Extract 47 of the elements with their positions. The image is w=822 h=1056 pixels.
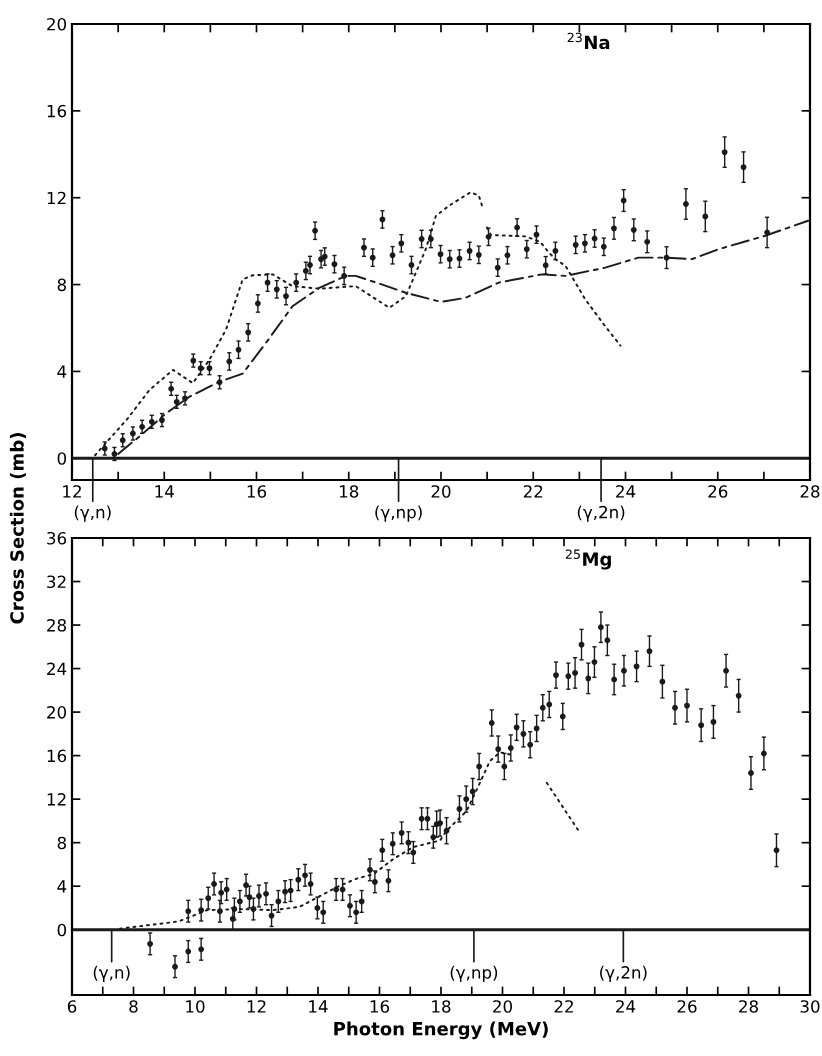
y-tick-label: 20 — [47, 17, 67, 31]
annotation: (γ,n) — [74, 505, 111, 522]
y-tick-label: 20 — [47, 706, 67, 719]
y-tick-label: 12 — [47, 191, 66, 205]
x-tick-label: 16 — [247, 485, 267, 498]
y-axis-title: Cross Section (mb) — [9, 433, 26, 624]
x-tick-label: 12 — [247, 1000, 266, 1013]
x-tick-label: 14 — [155, 485, 174, 498]
annotation: (γ,np) — [450, 965, 498, 982]
x-tick-label: 18 — [339, 485, 359, 498]
x-tick-label: 8 — [129, 1000, 138, 1013]
x-tick-label: 22 — [523, 485, 543, 498]
x-tick-label: 26 — [677, 1000, 697, 1013]
x-tick-label: 18 — [432, 1000, 451, 1013]
x-tick-label: 24 — [616, 485, 636, 498]
y-tick-label: 12 — [47, 793, 66, 806]
y-tick-label: 8 — [57, 836, 66, 850]
y-tick-label: 8 — [57, 278, 66, 292]
x-tick-label: 6 — [67, 1000, 77, 1013]
y-tick-label: 32 — [47, 575, 66, 589]
y-tick-label: 28 — [47, 619, 66, 632]
y-tick-label: 16 — [47, 749, 67, 763]
y-tick-label: 36 — [47, 531, 67, 545]
y-tick-label: 4 — [57, 365, 67, 378]
x-tick-label: 10 — [186, 1000, 205, 1013]
y-tick-label: 0 — [57, 452, 67, 465]
y-tick-label: 4 — [57, 880, 67, 893]
x-tick-label: 28 — [739, 1000, 758, 1013]
y-tick-label: 16 — [47, 104, 67, 118]
x-tick-label: 26 — [708, 485, 728, 498]
annotation: (γ,2n) — [577, 505, 625, 522]
x-tick-label: 22 — [554, 1000, 573, 1013]
x-tick-label: 30 — [800, 1000, 820, 1013]
y-tick-label: 0 — [57, 923, 67, 937]
x-tick-label: 16 — [370, 1000, 390, 1013]
x-tick-label: 20 — [493, 1000, 512, 1013]
text: $^{25}$Mg — [565, 549, 611, 570]
x-tick-label: 20 — [431, 485, 451, 498]
annotation: (γ,np) — [375, 505, 422, 522]
annotation: (γ,n) — [93, 965, 130, 982]
annotation: (γ,2n) — [600, 965, 647, 982]
chart-title: $^{23}$Na — [567, 32, 610, 50]
x-tick-label: 14 — [309, 1000, 328, 1013]
y-tick-label: 24 — [47, 662, 67, 675]
x-tick-label: 28 — [800, 485, 820, 498]
x-tick-label: 24 — [616, 1000, 636, 1013]
x-axis-title: Photon Energy (MeV) — [334, 1021, 548, 1040]
